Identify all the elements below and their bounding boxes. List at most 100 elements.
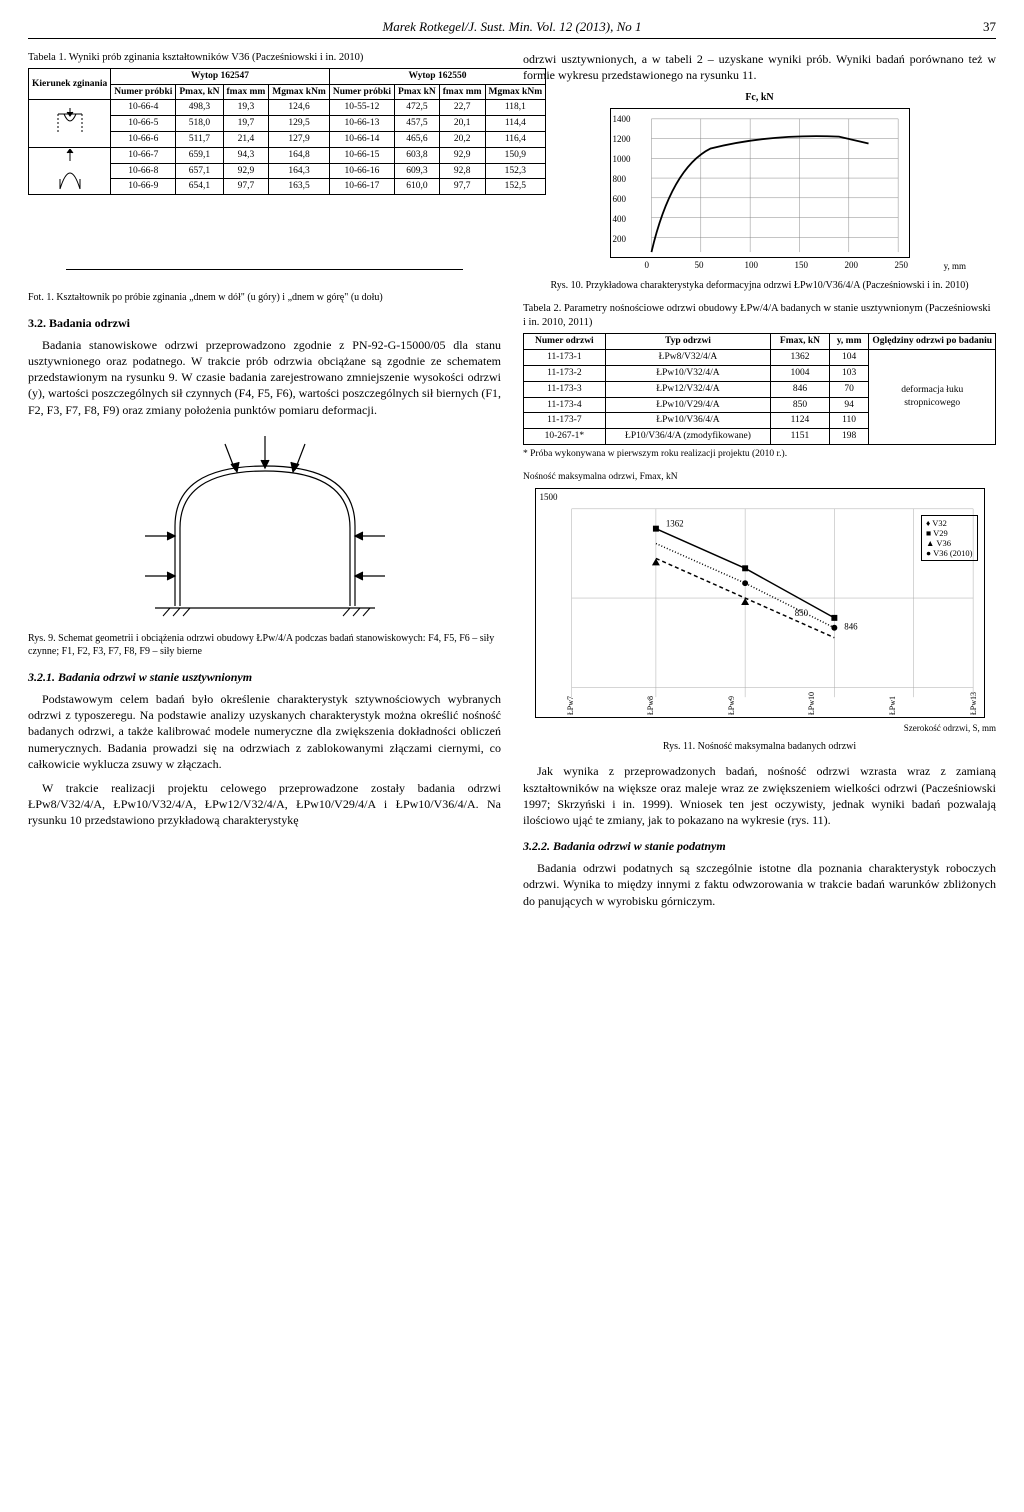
- table2-head: Oględziny odrzwi po badaniu: [869, 334, 996, 350]
- sec-3-2-1-p2: W trakcie realizacji projektu celowego p…: [28, 780, 501, 829]
- svg-text:1362: 1362: [665, 518, 683, 528]
- fig11-xaxis-label: Szerokość odrzwi, S, mm: [523, 722, 996, 734]
- fig11-caption: Rys. 11. Nośność maksymalna badanych odr…: [523, 740, 996, 754]
- fig11-ylabel: Nośność maksymalna odrzwi, Fmax, kN: [523, 471, 996, 484]
- table-cell: 10-66-5: [111, 116, 176, 132]
- table-cell: 1124: [771, 413, 830, 429]
- fig11-xlab: ŁPw1: [888, 692, 899, 715]
- table-cell: 94: [829, 397, 869, 413]
- table-cell: 10-66-8: [111, 163, 176, 179]
- table-cell: 11-173-1: [524, 350, 606, 366]
- table-cell: 1151: [771, 429, 830, 445]
- table-cell: 163,5: [269, 179, 330, 195]
- table-cell: 11-173-7: [524, 413, 606, 429]
- table2-caption: Tabela 2. Parametry nośnościowe odrzwi o…: [523, 302, 996, 330]
- fig11-chart: 1500: [535, 488, 985, 718]
- fig11-plot: 1362 850 846: [536, 489, 984, 717]
- sec-3-2-title: 3.2. Badania odrzwi: [28, 315, 501, 331]
- fig10-xtick: 50: [695, 259, 704, 271]
- page-number: 37: [983, 18, 996, 36]
- table1-head: Numer próbki: [111, 84, 176, 100]
- fig10-chart: 140012001000800600400200050100150200250: [610, 108, 910, 258]
- table2-head: Fmax, kN: [771, 334, 830, 350]
- table-cell: 1362: [771, 350, 830, 366]
- table-cell: 94,3: [223, 147, 269, 163]
- table-cell: 10-66-16: [329, 163, 394, 179]
- table-cell: 1004: [771, 366, 830, 382]
- table1-head: fmax mm: [439, 84, 485, 100]
- table-cell: ŁP10/V36/4/A (zmodyfikowane): [605, 429, 770, 445]
- legend-item: ♦ V32: [926, 518, 973, 528]
- table-cell: 846: [771, 381, 830, 397]
- table-cell: 110: [829, 413, 869, 429]
- table2: Numer odrzwiTyp odrzwiFmax, kNy, mmOględ…: [523, 333, 996, 445]
- table-cell: 10-66-9: [111, 179, 176, 195]
- bend-up-icon: [29, 147, 111, 194]
- table-cell: 518,0: [176, 116, 223, 132]
- fig10-curve: [611, 109, 909, 257]
- table-cell: ŁPw8/V32/4/A: [605, 350, 770, 366]
- table-cell: 10-55-12: [329, 100, 394, 116]
- table-cell: 659,1: [176, 147, 223, 163]
- table-cell: 92,9: [223, 163, 269, 179]
- legend-item: ■ V29: [926, 528, 973, 538]
- fig11-xlab: ŁPw9: [727, 692, 738, 715]
- table-cell: 498,3: [176, 100, 223, 116]
- table-cell: 11-173-2: [524, 366, 606, 382]
- table2-merged-note: deformacja łuku stropnicowego: [869, 350, 996, 445]
- fig11-xlab: ŁPw8: [646, 692, 657, 715]
- table2-footnote: * Próba wykonywana w pierwszym roku real…: [523, 448, 996, 461]
- fig11-legend: ♦ V32■ V29▲ V36● V36 (2010): [921, 515, 978, 562]
- table1-group-right: Wytop 162550: [329, 68, 545, 84]
- fig10-xtick: 150: [795, 259, 809, 271]
- table-cell: 92,8: [439, 163, 485, 179]
- table-cell: 609,3: [395, 163, 440, 179]
- table1-head: Pmax, kN: [176, 84, 223, 100]
- svg-text:846: 846: [844, 621, 858, 631]
- table-cell: 511,7: [176, 131, 223, 147]
- table-cell: 850: [771, 397, 830, 413]
- sec-3-2-1-title: 3.2.1. Badania odrzwi w stanie usztywnio…: [28, 669, 501, 685]
- table-cell: 129,5: [269, 116, 330, 132]
- table-cell: 19,3: [223, 100, 269, 116]
- table2-head: Numer odrzwi: [524, 334, 606, 350]
- fig10-ytick: 600: [613, 193, 627, 205]
- table-cell: 465,6: [395, 131, 440, 147]
- fig9-schematic: [115, 426, 415, 626]
- table-cell: 10-66-7: [111, 147, 176, 163]
- left-column: Tabela 1. Wyniki prób zginania kształtow…: [28, 51, 501, 917]
- table-cell: 10-66-17: [329, 179, 394, 195]
- right-intro: odrzwi usztywnionych, a w tabeli 2 – uzy…: [523, 51, 996, 83]
- table-cell: 124,6: [269, 100, 330, 116]
- table-cell: 22,7: [439, 100, 485, 116]
- fot1-caption: Fot. 1. Kształtownik po próbie zginania …: [28, 291, 501, 305]
- table1: Kierunek zginania Wytop 162547 Wytop 162…: [28, 68, 546, 196]
- fig10-ytick: 1200: [613, 133, 631, 145]
- table-cell: 19,7: [223, 116, 269, 132]
- table-cell: 10-66-13: [329, 116, 394, 132]
- table-cell: 10-66-15: [329, 147, 394, 163]
- table-cell: 657,1: [176, 163, 223, 179]
- table-cell: 198: [829, 429, 869, 445]
- table-cell: 20,1: [439, 116, 485, 132]
- table2-head: Typ odrzwi: [605, 334, 770, 350]
- svg-text:850: 850: [794, 608, 808, 618]
- fig10-ytick: 1000: [613, 153, 631, 165]
- table-cell: 10-66-14: [329, 131, 394, 147]
- legend-item: ● V36 (2010): [926, 548, 973, 558]
- fig11-xlab: ŁPw10: [807, 692, 818, 715]
- table-cell: 164,3: [269, 163, 330, 179]
- table-cell: 11-173-4: [524, 397, 606, 413]
- fig10-ylabel: Fc, kN: [523, 91, 996, 105]
- table-cell: 11-173-3: [524, 381, 606, 397]
- fig11-xlab: ŁPw7: [566, 692, 577, 715]
- sec-3-2-body: Badania stanowiskowe odrzwi przeprowadzo…: [28, 337, 501, 418]
- table-cell: 457,5: [395, 116, 440, 132]
- table1-head: Numer próbki: [329, 84, 394, 100]
- table-cell: 97,7: [439, 179, 485, 195]
- fig10-ytick: 200: [613, 233, 627, 245]
- fig10-xtick: 250: [895, 259, 909, 271]
- table-cell: 10-267-1*: [524, 429, 606, 445]
- fig10-ytick: 1400: [613, 113, 631, 125]
- table-cell: 10-66-6: [111, 131, 176, 147]
